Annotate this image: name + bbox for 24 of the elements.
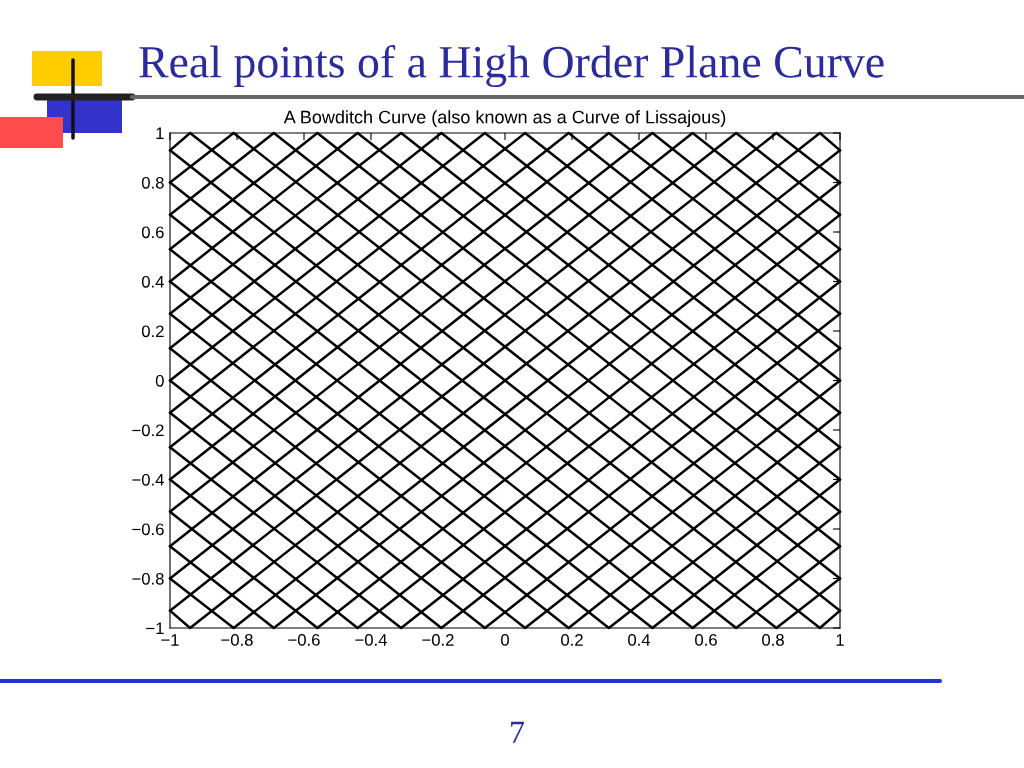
y-tick-label: 0.4 (141, 275, 164, 288)
x-tick-label: −0.6 (288, 634, 320, 646)
x-tick-label: 0.8 (762, 634, 784, 646)
text: 7 (511, 721, 525, 743)
x-tick-label: −0.8 (221, 634, 253, 646)
chart-title: Real points of a High Order Plane Curve (139, 44, 884, 88)
y-tick-label: 1 (156, 127, 164, 140)
y-tick-label: 0.8 (141, 176, 164, 189)
y-tick-label: 0.6 (141, 226, 164, 239)
x-tick-label: 0.4 (628, 634, 651, 646)
x-tick-label: −0.2 (422, 634, 454, 646)
y-tick-label: 0.2 (141, 325, 164, 338)
y-tick-label: 0 (155, 374, 164, 387)
y-tick-label: −0.2 (132, 424, 164, 437)
y-tick-label: −1 (146, 622, 164, 635)
y-tick-label: −0.6 (132, 523, 164, 536)
x-tick-label: 0.6 (695, 634, 717, 646)
x-tick-label: 0 (501, 634, 509, 646)
chart-subtitle: A Bowditch Curve (also known as a Curve of Lissajous) (283, 110, 726, 128)
x-tick-label: 1 (836, 634, 844, 646)
x-tick-label: −0.4 (355, 634, 387, 646)
x-tick-label: 0.2 (561, 634, 583, 646)
y-tick-label: −0.4 (132, 473, 164, 486)
y-tick-label: −0.8 (132, 572, 164, 585)
